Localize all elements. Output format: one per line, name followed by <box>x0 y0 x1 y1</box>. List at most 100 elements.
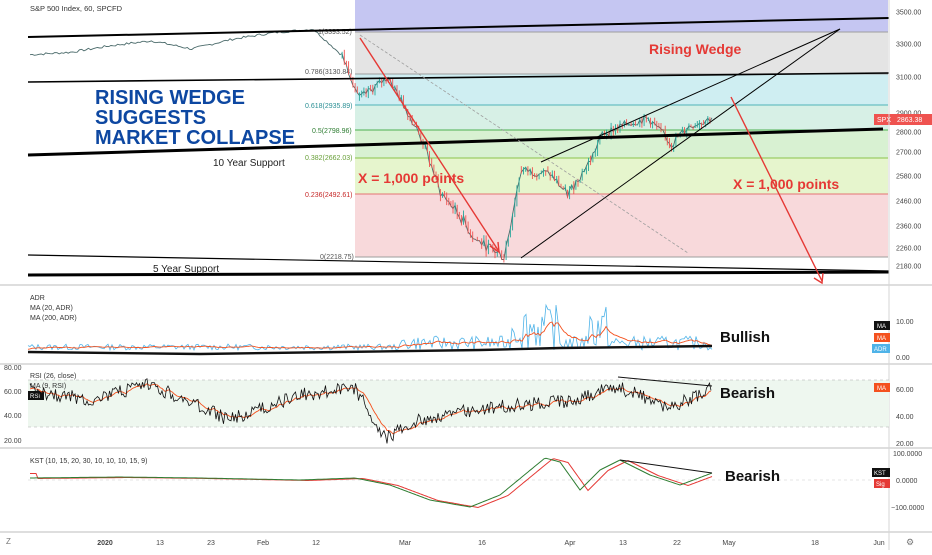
kst-series-line <box>30 457 713 508</box>
time-axis-label: Jun <box>873 540 884 547</box>
right-drop-arrow-line <box>730 96 823 282</box>
rsi-divergence-line <box>617 376 713 387</box>
adr-legend-1: ADR <box>30 295 45 302</box>
kst-axis-minus100: −100.0000 <box>891 505 924 512</box>
price-axis-tick: 2800.00 <box>896 130 921 137</box>
fib-zone-top <box>355 0 888 32</box>
rsi-legend-1: RSI (26, close) <box>30 373 76 380</box>
fib-zone-2 <box>355 74 888 105</box>
fib-label-0786: 0.786(3130.84) <box>305 69 352 76</box>
kst-legend: KST (10, 15, 20, 30, 10, 10, 10, 15, 9) <box>30 458 147 465</box>
price-axis: 3500.003300.003100.002900.002800.002700.… <box>896 10 921 271</box>
fib-label-0236: 0.236(2492.61) <box>305 192 352 199</box>
headline-line-1: RISING WEDGE <box>95 87 245 109</box>
time-axis-label: May <box>722 540 736 547</box>
wedge-lower-line <box>520 28 841 259</box>
headline-line-2: SUGGESTS <box>95 107 206 129</box>
fib-label-05: 0.5(2798.96) <box>312 128 352 135</box>
dashed-trend-line <box>359 34 689 254</box>
price-axis-tick: 2580.00 <box>896 174 921 181</box>
chart-title: S&P 500 Index, 60, SPCFD <box>30 4 123 13</box>
ten-year-support-line <box>27 127 884 157</box>
lower-channel-line <box>27 254 890 272</box>
price-axis-tick: 2700.00 <box>896 150 921 157</box>
time-axis-label: 2020 <box>97 540 113 547</box>
price-series-line <box>29 29 713 260</box>
price-axis-tick: 3300.00 <box>896 42 921 49</box>
time-axis-label: 22 <box>673 540 681 547</box>
rsi-left-20: 20.00 <box>4 438 22 445</box>
kst-signal-line <box>30 458 713 509</box>
fib-label-0618: 0.618(2935.89) <box>305 103 352 110</box>
kst-axis-100: 100.0000 <box>893 451 922 458</box>
time-axis-label: 13 <box>619 540 627 547</box>
kst-sig-badge-bg <box>874 479 890 488</box>
adr-legend-2: MA (20, ADR) <box>30 305 73 312</box>
price-axis-tick: 2180.00 <box>896 264 921 271</box>
time-axis-label: 23 <box>207 540 215 547</box>
kst-divergence-line <box>619 459 713 474</box>
left-drop-arrow-line <box>359 37 499 251</box>
five-year-support-line <box>27 270 890 277</box>
kst-sig-badge: Sig <box>876 482 885 488</box>
time-axis-label: 12 <box>312 540 320 547</box>
upper-channel-line <box>27 17 890 38</box>
kst-axis-0: 0.0000 <box>896 478 918 485</box>
right-drop-arrowhead <box>813 272 824 285</box>
rsi-band <box>28 380 889 427</box>
rsi-series-line <box>29 378 712 444</box>
bearish-kst-label: Bearish <box>725 468 780 485</box>
adr-ma20-line <box>27 321 713 350</box>
time-axis: 2020 13 23 Feb 12 Mar 16 Apr 13 22 May 18 Jun <box>97 540 885 547</box>
adr-ma200-line <box>27 344 713 356</box>
adr-badge-ma-red: MA <box>877 336 886 342</box>
kst-pane: KST (10, 15, 20, 30, 10, 10, 10, 15, 9) … <box>28 451 924 512</box>
wedge-upper-line <box>540 28 841 163</box>
red-arrows <box>359 37 824 285</box>
mid-channel-line <box>27 72 890 83</box>
time-axis-label: Feb <box>257 540 269 547</box>
rsi-right-40: 40.00 <box>896 414 914 421</box>
adr-axis-0: 0.00 <box>896 355 910 362</box>
adr-badge-adr: ADR <box>874 347 887 353</box>
fib-zone-1 <box>355 32 888 74</box>
main-pane: 1(3393.52) 0.786(3130.84) 0.618(2935.89)… <box>27 0 932 285</box>
headline-text: RISING WEDGE SUGGESTS MARKET COLLAPSE <box>95 87 295 149</box>
fib-label-0: 0(2218.75) <box>320 254 354 261</box>
rsi-badge-left: RSI <box>30 394 40 400</box>
rsi-right-60: 60.00 <box>896 387 914 394</box>
x-points-left-label: X = 1,000 points <box>358 170 464 186</box>
time-axis-label: 16 <box>478 540 486 547</box>
left-drop-arrowhead <box>489 241 500 254</box>
time-axis-label: Mar <box>399 540 412 547</box>
fib-zone-6 <box>355 194 888 257</box>
time-axis-label: 18 <box>811 540 819 547</box>
rsi-legend-2: MA (9, RSI) <box>30 383 66 390</box>
spx-price-badge: SPX 2863.38 <box>874 114 932 125</box>
settings-icon[interactable]: ⚙ <box>906 537 914 547</box>
spx-badge-value: 2863.38 <box>897 117 922 124</box>
adr-axis-10: 10.00 <box>896 319 914 326</box>
spx-badge-symbol: SPX <box>877 117 891 124</box>
bullish-label: Bullish <box>720 329 770 346</box>
timezone-icon[interactable]: Z <box>6 537 11 546</box>
price-axis-tick: 3100.00 <box>896 75 921 82</box>
fib-label-1: 1(3393.52) <box>318 29 352 36</box>
headline-line-3: MARKET COLLAPSE <box>95 127 295 149</box>
fib-labels: 1(3393.52) 0.786(3130.84) 0.618(2935.89)… <box>305 29 354 261</box>
adr-legend-3: MA (200, ADR) <box>30 315 77 322</box>
adr-series-line <box>27 303 713 352</box>
price-axis-tick: 3500.00 <box>896 10 921 17</box>
rsi-left-80: 80.00 <box>4 365 22 372</box>
rising-wedge-label: Rising Wedge <box>649 41 742 57</box>
adr-badge-ma-black-bg <box>874 321 890 330</box>
adr-pane: ADR MA (20, ADR) MA (200, ADR) Bullish 1… <box>27 295 914 362</box>
kst-badge-bg <box>872 468 890 477</box>
x-points-right-label: X = 1,000 points <box>733 176 839 192</box>
adr-badge-ma-red-bg <box>874 333 890 342</box>
rsi-right-20: 20.00 <box>896 441 914 448</box>
price-axis-tick: 2460.00 <box>896 199 921 206</box>
time-axis-label: Apr <box>565 540 577 547</box>
rsi-badge-ma-bg <box>874 383 890 392</box>
